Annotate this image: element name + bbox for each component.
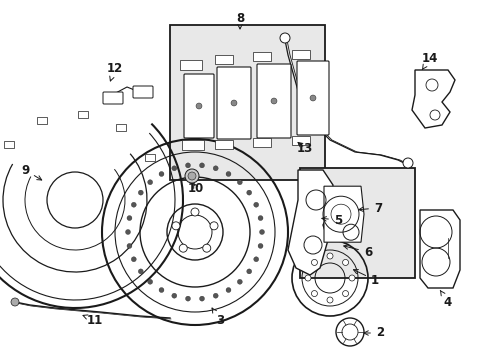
Bar [291,50,309,59]
Bar [291,136,309,145]
Circle shape [270,98,276,104]
Bar [252,138,270,147]
Circle shape [127,243,132,248]
Text: 6: 6 [343,245,371,258]
Circle shape [171,166,177,171]
Circle shape [138,190,143,195]
Text: 7: 7 [358,202,381,215]
Circle shape [259,230,264,234]
Circle shape [203,244,210,252]
Circle shape [185,296,190,301]
Polygon shape [287,170,332,275]
Text: 3: 3 [212,308,224,327]
Circle shape [326,253,332,259]
Bar [252,52,270,61]
Circle shape [326,297,332,303]
FancyBboxPatch shape [257,64,290,138]
Circle shape [258,243,263,248]
Circle shape [309,95,315,101]
FancyBboxPatch shape [103,92,123,104]
Circle shape [11,298,19,306]
Circle shape [237,279,242,284]
Circle shape [185,163,190,168]
Text: 9: 9 [21,163,41,180]
FancyBboxPatch shape [116,124,126,131]
Circle shape [342,260,348,265]
Circle shape [311,291,317,297]
Bar [299,168,414,278]
Circle shape [127,216,132,221]
FancyBboxPatch shape [133,86,153,98]
Circle shape [230,100,237,106]
Circle shape [213,166,218,171]
Circle shape [237,180,242,185]
Circle shape [191,208,199,216]
Polygon shape [324,186,363,242]
Bar [182,140,203,150]
Circle shape [342,291,348,297]
Circle shape [131,202,136,207]
Circle shape [187,172,196,180]
Text: 12: 12 [107,62,123,81]
Circle shape [258,216,263,221]
Circle shape [159,171,163,176]
Polygon shape [411,70,454,128]
Circle shape [305,275,310,281]
Text: 10: 10 [187,181,203,194]
Circle shape [147,279,152,284]
Circle shape [253,202,258,207]
Text: 8: 8 [235,12,244,29]
Circle shape [179,244,187,252]
Bar [180,60,202,70]
Circle shape [138,269,143,274]
FancyBboxPatch shape [4,141,14,148]
Circle shape [348,275,354,281]
Circle shape [246,190,251,195]
FancyBboxPatch shape [144,154,155,161]
Text: 5: 5 [321,213,342,226]
Text: 14: 14 [421,51,437,69]
Text: 4: 4 [439,291,451,309]
Circle shape [196,103,202,109]
Bar [215,55,232,64]
Bar [215,140,232,149]
FancyBboxPatch shape [296,61,328,135]
Circle shape [402,158,412,168]
Circle shape [147,180,152,185]
Circle shape [125,230,130,234]
Circle shape [209,222,218,230]
FancyBboxPatch shape [37,117,47,124]
Circle shape [131,257,136,262]
Bar [170,25,325,180]
Text: 13: 13 [296,141,312,154]
Circle shape [246,269,251,274]
Circle shape [171,293,177,298]
Text: 1: 1 [353,270,378,287]
Text: 2: 2 [363,327,383,339]
Circle shape [225,171,230,176]
FancyBboxPatch shape [78,111,87,118]
Circle shape [199,163,204,168]
Circle shape [199,296,204,301]
FancyBboxPatch shape [217,67,250,139]
Circle shape [184,169,199,183]
Circle shape [225,288,230,293]
Circle shape [159,288,163,293]
Circle shape [172,222,180,230]
Circle shape [311,260,317,265]
Polygon shape [419,210,459,288]
Circle shape [213,293,218,298]
FancyBboxPatch shape [183,74,214,138]
Circle shape [253,257,258,262]
Circle shape [280,33,289,43]
Text: 11: 11 [83,314,103,327]
